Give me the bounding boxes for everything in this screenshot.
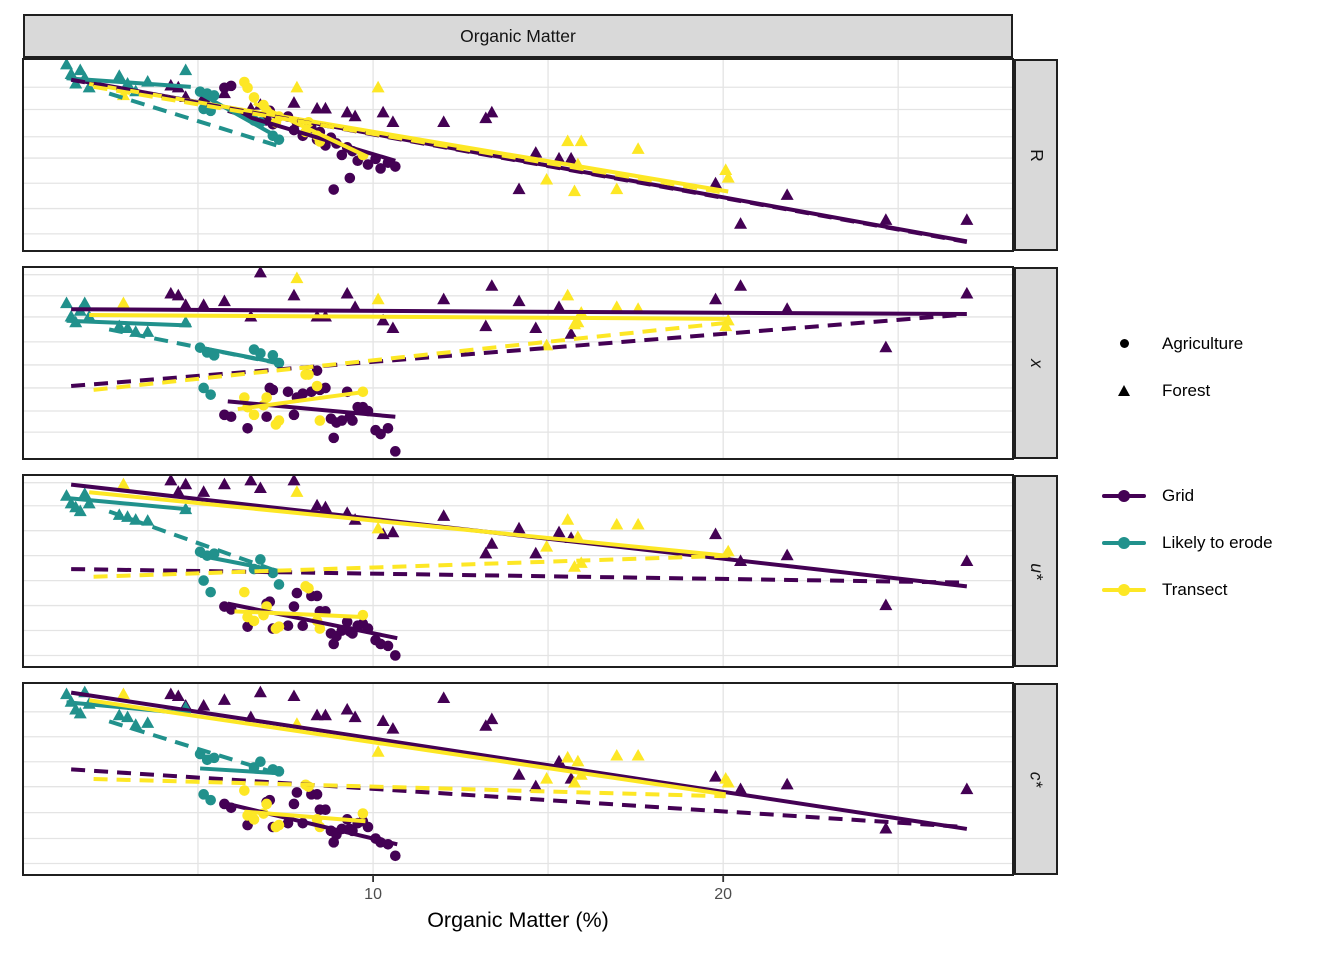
x-axis-tick-label-20: 20 — [714, 886, 733, 903]
circle-marker-icon — [1119, 339, 1129, 348]
transect-line-key-icon — [1102, 583, 1146, 596]
shape-legend: Agriculture Forest — [1100, 320, 1243, 414]
x-axis-title: Organic Matter (%) — [427, 908, 609, 932]
legend-label-agriculture: Agriculture — [1162, 333, 1244, 353]
legend-item-likely-to-erode: Likely to erode — [1100, 519, 1273, 566]
legend-label-transect: Transect — [1162, 579, 1228, 599]
legend-label-grid: Grid — [1162, 485, 1195, 505]
facet-strip-x: x — [1014, 267, 1058, 459]
legend-item-forest: Forest — [1100, 367, 1243, 414]
panel-u* — [22, 473, 1014, 668]
facet-strip-R-label: R — [1026, 148, 1047, 162]
panel-c* — [22, 682, 1014, 876]
panel-R — [22, 57, 1014, 252]
legend-label-forest: Forest — [1162, 380, 1211, 400]
legend-item-grid: Grid — [1100, 472, 1273, 519]
facet-strip-ustar-label: u* — [1026, 562, 1047, 580]
panel-x — [22, 265, 1014, 460]
color-legend: Grid Likely to erode Transect — [1100, 472, 1273, 613]
triangle-marker-icon — [1118, 385, 1130, 396]
legend-label-likely-to-erode: Likely to erode — [1162, 532, 1273, 552]
legend-item-transect: Transect — [1100, 566, 1273, 613]
facet-strip-cstar: c* — [1014, 683, 1058, 875]
likely-to-erode-line-key-icon — [1102, 536, 1146, 549]
grid-line-key-icon — [1102, 489, 1146, 502]
x-axis-tick-label-10: 10 — [364, 886, 382, 903]
facet-strip-R: R — [1014, 59, 1058, 251]
facet-strip-x-label: x — [1026, 358, 1047, 368]
facet-strip-ustar: u* — [1014, 475, 1058, 667]
facet-strip-cstar-label: c* — [1026, 771, 1047, 787]
facet-strip-top-label: Organic Matter — [460, 25, 576, 46]
facet-strip-top: Organic Matter — [23, 14, 1013, 58]
legend-item-agriculture: Agriculture — [1100, 320, 1243, 367]
